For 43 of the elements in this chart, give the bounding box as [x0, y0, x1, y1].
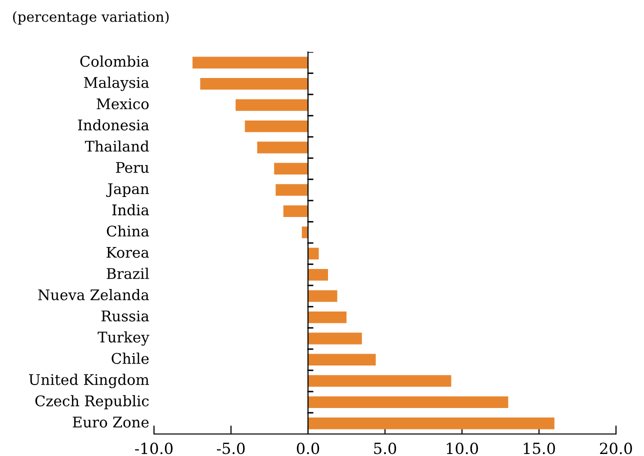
- bar: [257, 142, 308, 154]
- bar: [276, 184, 308, 196]
- y-tick-label: Korea: [106, 247, 149, 258]
- y-tick-label: Thailand: [84, 140, 149, 152]
- bar: [308, 311, 346, 324]
- bar: [308, 248, 319, 260]
- x-tick-label: 20.0: [600, 442, 632, 454]
- chart-title: (percentage variation): [13, 11, 169, 25]
- y-tick-label: Mexico: [96, 98, 149, 110]
- x-tick-label: -10.0: [135, 442, 173, 454]
- x-tick-label: 10.0: [446, 442, 478, 454]
- y-tick-label: Peru: [116, 162, 149, 173]
- x-tick-label: -5.0: [216, 442, 245, 454]
- bar: [244, 120, 308, 132]
- bar: [308, 290, 338, 302]
- bar: [308, 332, 362, 344]
- y-tick-label: Brazil: [106, 268, 149, 280]
- x-tick-label: 15.0: [524, 442, 555, 454]
- bar: [308, 396, 508, 408]
- bar: [236, 99, 308, 111]
- x-tick-label: 5.0: [374, 442, 396, 454]
- bar: [308, 375, 452, 387]
- y-tick-label: Japan: [106, 183, 149, 197]
- y-tick-label: Malaysia: [84, 76, 149, 91]
- y-tick-label: Czech Republic: [35, 395, 149, 410]
- bar: [283, 205, 308, 218]
- bar: [308, 268, 328, 281]
- y-tick-label: China: [106, 225, 149, 237]
- bar: [274, 162, 308, 175]
- y-tick-label: Colombia: [80, 56, 149, 67]
- y-tick-label: Turkey: [98, 331, 150, 346]
- bar: [200, 78, 308, 90]
- y-tick-label: Indonesia: [78, 119, 149, 131]
- y-tick-label: Russia: [101, 310, 149, 322]
- bar: [192, 56, 308, 68]
- y-tick-label: Chile: [112, 352, 149, 364]
- y-tick-label: Euro Zone: [72, 416, 149, 428]
- x-tick-label: 0.0: [296, 442, 320, 454]
- y-tick-label: Nueva Zelanda: [38, 289, 149, 300]
- bar: [308, 418, 554, 430]
- y-tick-label: United Kingdom: [29, 374, 149, 388]
- bar: [308, 354, 376, 366]
- y-tick-label: India: [112, 204, 149, 216]
